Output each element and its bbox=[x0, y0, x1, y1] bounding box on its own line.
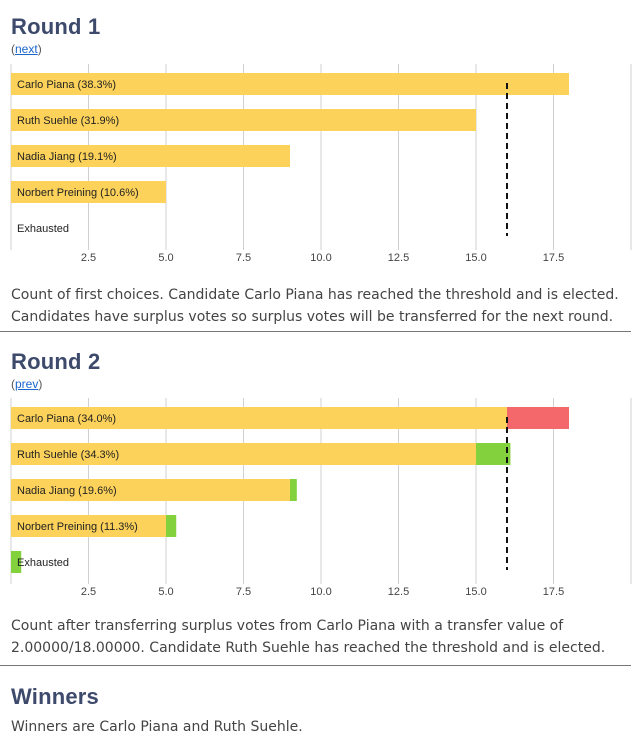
x-tick-label: 17.5 bbox=[543, 252, 564, 264]
x-tick-label: 10.0 bbox=[310, 252, 331, 264]
category-label: Carlo Piana (34.0%) bbox=[17, 413, 116, 425]
nav-close-paren: ) bbox=[37, 42, 42, 56]
round-1-description-line-1: Count of first choices. Candidate Carlo … bbox=[11, 287, 619, 303]
bar-votes bbox=[11, 181, 166, 203]
bar-transfer-gain bbox=[11, 551, 22, 573]
round-2-description: Count after transferring surplus votes f… bbox=[11, 615, 631, 659]
x-tick-label: 15.0 bbox=[465, 586, 486, 598]
nav-open-paren: ( bbox=[11, 377, 15, 391]
prev-round-link[interactable]: prev bbox=[15, 377, 39, 391]
x-tick-label: 7.5 bbox=[236, 252, 251, 264]
x-tick-label: 15.0 bbox=[465, 252, 486, 264]
round-2-nav: (prev) bbox=[11, 377, 100, 391]
category-label: Ruth Suehle (34.3%) bbox=[17, 449, 119, 461]
bar-votes bbox=[11, 109, 476, 131]
round-2-title: Round 2 bbox=[11, 349, 101, 374]
category-label: Norbert Preining (10.6%) bbox=[17, 187, 139, 199]
round-2-bar-chart: Carlo Piana (34.0%) Ruth Suehle (34.3%) Na… bbox=[10, 398, 632, 598]
category-label: Ruth Suehle (31.9%) bbox=[17, 115, 119, 127]
x-tick-label: 2.5 bbox=[81, 252, 96, 264]
bar-transfer-loss bbox=[507, 407, 569, 429]
x-tick-label: 12.5 bbox=[388, 252, 409, 264]
x-tick-label: 12.5 bbox=[388, 586, 409, 598]
next-round-link[interactable]: next bbox=[15, 42, 38, 56]
round-2-description-line-2: 2.00000/18.00000. Candidate Ruth Suehle … bbox=[11, 640, 606, 656]
bar-transfer-gain bbox=[290, 479, 297, 501]
round-1-bar-chart: Carlo Piana (38.3%) Ruth Suehle (31.9%) Na… bbox=[10, 64, 632, 264]
winners-title: Winners bbox=[11, 684, 99, 709]
bar-votes bbox=[11, 479, 290, 501]
round-1-chart: Carlo Piana (38.3%) Ruth Suehle (31.9%) Na… bbox=[0, 64, 640, 270]
section-divider bbox=[0, 331, 631, 332]
category-label: Nadia Jiang (19.6%) bbox=[17, 485, 117, 497]
category-label: Norbert Preining (11.3%) bbox=[17, 521, 138, 533]
bar-votes bbox=[11, 407, 507, 429]
category-label: Carlo Piana (38.3%) bbox=[17, 79, 116, 91]
bar-transfer-gain bbox=[166, 515, 177, 537]
bar-votes bbox=[11, 145, 290, 167]
round-1-description-line-2: Candidates have surplus votes so surplus… bbox=[11, 309, 614, 325]
bar-votes bbox=[11, 443, 476, 465]
round-2-chart: Carlo Piana (34.0%) Ruth Suehle (34.3%) Na… bbox=[0, 398, 640, 604]
x-tick-label: 10.0 bbox=[310, 586, 331, 598]
category-label: Nadia Jiang (19.1%) bbox=[17, 151, 117, 163]
round-1-nav: (next) bbox=[11, 42, 100, 56]
x-tick-label: 7.5 bbox=[236, 586, 251, 598]
bar-transfer-gain bbox=[476, 443, 511, 465]
bar-votes bbox=[11, 515, 166, 537]
x-tick-label: 17.5 bbox=[543, 586, 564, 598]
section-divider bbox=[0, 665, 631, 666]
winners-text: Winners are Carlo Piana and Ruth Suehle. bbox=[11, 719, 303, 735]
nav-open-paren: ( bbox=[11, 42, 15, 56]
bar-votes bbox=[11, 73, 569, 95]
x-tick-label: 5.0 bbox=[158, 252, 173, 264]
round-2-description-line-1: Count after transferring surplus votes f… bbox=[11, 618, 564, 634]
x-tick-label: 2.5 bbox=[81, 586, 96, 598]
round-1-description: Count of first choices. Candidate Carlo … bbox=[11, 284, 631, 328]
x-tick-label: 5.0 bbox=[158, 586, 173, 598]
category-label: Exhausted bbox=[17, 223, 69, 235]
category-label: Exhausted bbox=[17, 557, 69, 569]
round-1-title: Round 1 bbox=[11, 14, 101, 39]
nav-close-paren: ) bbox=[38, 377, 43, 391]
